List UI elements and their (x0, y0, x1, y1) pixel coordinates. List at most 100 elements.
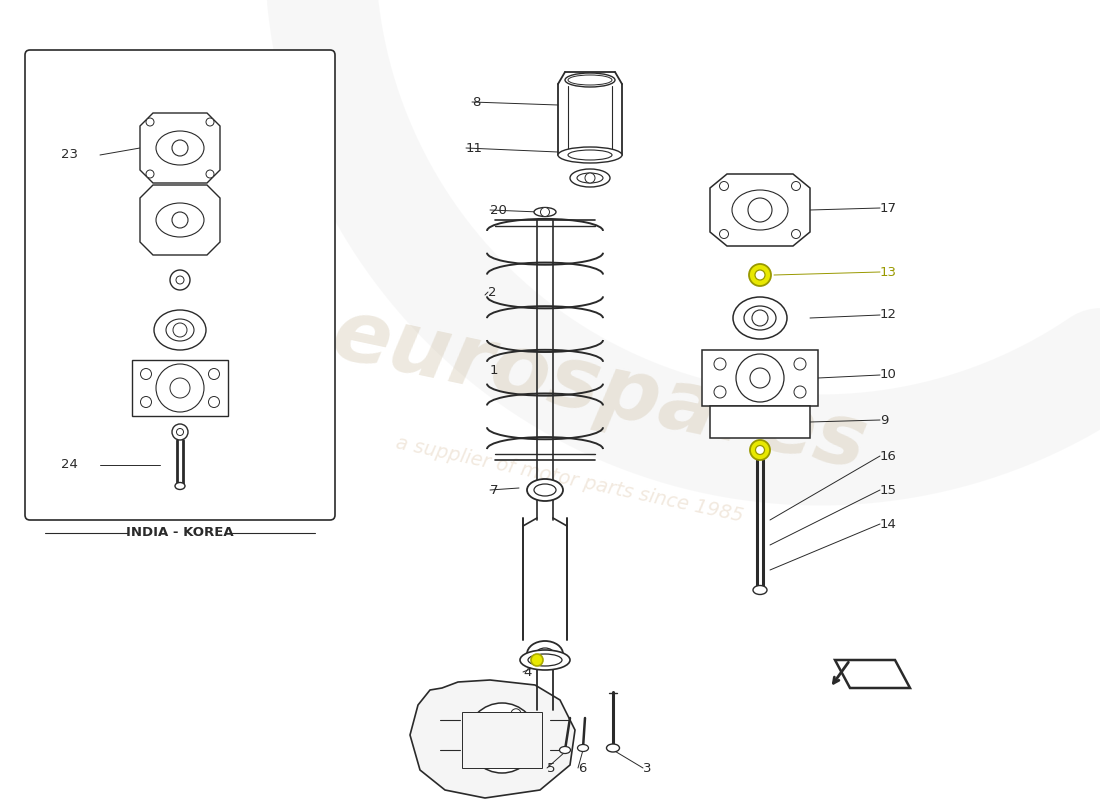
Circle shape (752, 310, 768, 326)
Ellipse shape (154, 310, 206, 350)
Polygon shape (835, 660, 910, 688)
Circle shape (749, 264, 771, 286)
Circle shape (714, 386, 726, 398)
Ellipse shape (534, 207, 556, 217)
Ellipse shape (175, 482, 185, 490)
Circle shape (146, 118, 154, 126)
Circle shape (585, 173, 595, 183)
Circle shape (792, 230, 801, 238)
Text: a supplier of motor parts since 1985: a supplier of motor parts since 1985 (395, 434, 746, 526)
Ellipse shape (606, 744, 619, 752)
Circle shape (209, 397, 220, 407)
Polygon shape (140, 185, 220, 255)
Ellipse shape (527, 479, 563, 501)
Circle shape (719, 230, 728, 238)
Ellipse shape (156, 203, 204, 237)
Text: 6: 6 (578, 762, 586, 774)
Circle shape (748, 198, 772, 222)
Circle shape (714, 358, 726, 370)
Ellipse shape (568, 150, 612, 160)
Circle shape (172, 140, 188, 156)
Ellipse shape (156, 131, 204, 165)
Circle shape (172, 212, 188, 228)
Circle shape (494, 730, 510, 746)
Text: 3: 3 (644, 762, 651, 774)
Polygon shape (132, 360, 228, 416)
Circle shape (755, 270, 764, 280)
Ellipse shape (534, 484, 556, 496)
Circle shape (736, 354, 784, 402)
Text: 13: 13 (880, 266, 896, 278)
Polygon shape (710, 406, 810, 438)
Ellipse shape (568, 75, 612, 85)
Text: 12: 12 (880, 309, 896, 322)
Polygon shape (462, 712, 542, 768)
Circle shape (176, 429, 184, 435)
Text: INDIA - KOREA: INDIA - KOREA (126, 526, 234, 539)
Ellipse shape (536, 648, 554, 660)
Text: eurospares: eurospares (326, 293, 874, 487)
Ellipse shape (744, 306, 775, 330)
Text: 9: 9 (880, 414, 889, 426)
Circle shape (170, 270, 190, 290)
Ellipse shape (527, 641, 563, 667)
Ellipse shape (733, 297, 786, 339)
Circle shape (209, 369, 220, 379)
Circle shape (719, 182, 728, 190)
Circle shape (173, 323, 187, 337)
Circle shape (480, 716, 524, 760)
Circle shape (206, 118, 214, 126)
Circle shape (468, 703, 537, 773)
Text: 2: 2 (488, 286, 496, 298)
Circle shape (531, 654, 543, 666)
Ellipse shape (558, 147, 622, 163)
Circle shape (473, 719, 483, 729)
Text: 20: 20 (490, 203, 507, 217)
Circle shape (792, 182, 801, 190)
Ellipse shape (578, 173, 603, 183)
Ellipse shape (732, 190, 788, 230)
Circle shape (483, 758, 493, 767)
Polygon shape (140, 113, 220, 183)
Polygon shape (710, 174, 810, 246)
Text: 11: 11 (466, 142, 483, 154)
Text: 23: 23 (60, 149, 78, 162)
Circle shape (146, 170, 154, 178)
Text: 24: 24 (62, 458, 78, 471)
Ellipse shape (528, 654, 562, 666)
Circle shape (206, 170, 214, 178)
Circle shape (176, 276, 184, 284)
Ellipse shape (570, 169, 611, 187)
Ellipse shape (565, 73, 615, 87)
Circle shape (750, 368, 770, 388)
Circle shape (172, 424, 188, 440)
Ellipse shape (578, 745, 588, 751)
Text: 15: 15 (880, 483, 896, 497)
Circle shape (756, 446, 764, 454)
Ellipse shape (560, 746, 571, 754)
Circle shape (794, 358, 806, 370)
Circle shape (156, 364, 204, 412)
Text: 8: 8 (472, 95, 481, 109)
Text: 14: 14 (880, 518, 896, 530)
Ellipse shape (520, 650, 570, 670)
Circle shape (141, 369, 152, 379)
Text: 16: 16 (880, 450, 896, 462)
Circle shape (750, 440, 770, 460)
Circle shape (521, 747, 531, 757)
Text: 10: 10 (880, 369, 896, 382)
Text: 1: 1 (490, 363, 498, 377)
Text: 5: 5 (547, 762, 556, 774)
Text: 17: 17 (880, 202, 896, 214)
Polygon shape (410, 680, 575, 798)
Circle shape (141, 397, 152, 407)
Ellipse shape (754, 586, 767, 594)
Circle shape (512, 709, 521, 718)
Text: 4: 4 (522, 666, 531, 678)
Polygon shape (702, 350, 818, 406)
Ellipse shape (166, 319, 194, 341)
Circle shape (540, 207, 550, 217)
FancyBboxPatch shape (25, 50, 336, 520)
Circle shape (170, 378, 190, 398)
Circle shape (794, 386, 806, 398)
